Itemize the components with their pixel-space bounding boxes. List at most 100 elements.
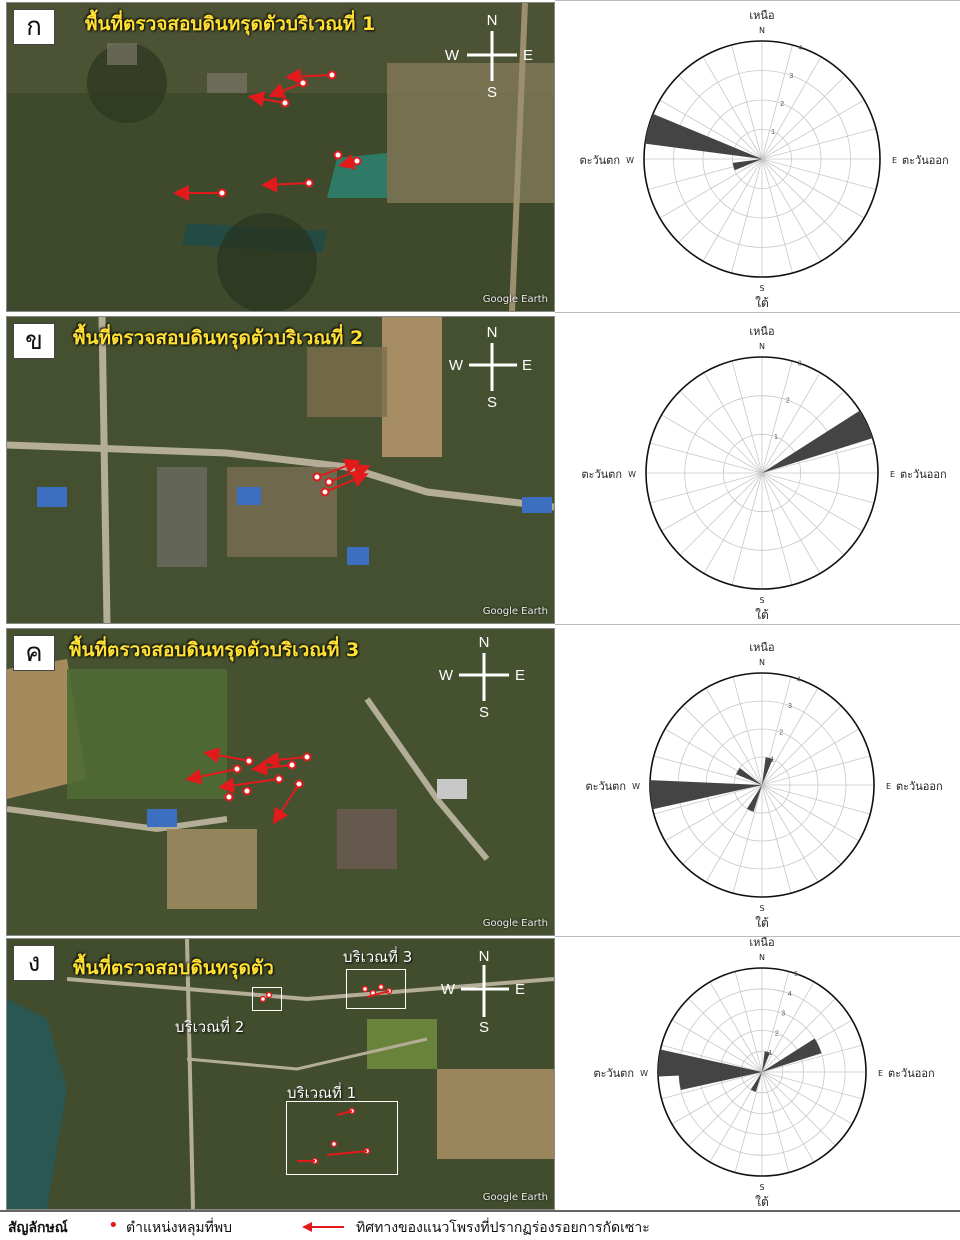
rose-svg: 1 2 3 เหนือ N S ใต้ W ตะวันตก E ตะวันออก <box>581 325 947 622</box>
rose-spoke <box>761 1071 863 1100</box>
rose-spoke <box>731 360 763 474</box>
panel-letter: ข <box>13 323 55 359</box>
rose-south-label: ใต้ <box>755 608 769 622</box>
rose-spoke <box>682 705 763 786</box>
rose-petal <box>762 1038 822 1072</box>
compass-rose-icon: N S W E <box>439 634 525 721</box>
rose-ring-label: 3 <box>798 361 802 368</box>
rose-south-abbr: S <box>759 284 764 293</box>
rose-petal <box>645 113 762 159</box>
rose-spoke <box>679 390 763 474</box>
compass-w: W <box>439 667 454 684</box>
rose-spoke <box>649 472 763 504</box>
rose-north-abbr: N <box>759 26 765 35</box>
rose-north-abbr: N <box>759 658 765 667</box>
rose-spoke <box>649 442 763 474</box>
rose-petal <box>736 767 762 785</box>
rose-ring-label: 4 <box>788 991 792 998</box>
rose-north-label: เหนือ <box>749 641 774 654</box>
panel-letter: ง <box>13 945 55 981</box>
rose-east-abbr: E <box>878 1069 883 1078</box>
rose-west-label: ตะวันตก <box>579 154 620 167</box>
rose-spoke <box>761 372 821 474</box>
rose-spoke <box>761 158 865 219</box>
rose-spoke <box>679 472 763 556</box>
area-label-2: บริเวณที่ 2 <box>175 1018 245 1036</box>
rose-spoke <box>761 472 875 504</box>
rose-east-label: ตะวันออก <box>888 1067 935 1080</box>
area-box-2 <box>252 987 282 1011</box>
rose-spoke <box>682 784 763 865</box>
compass-s: S <box>487 84 497 101</box>
rose-svg: 1 2 3 4 5 เหนือ N S ใต้ W ตะวันตก E ตะวันออก <box>593 937 935 1209</box>
compass-e: E <box>523 47 533 64</box>
rose-spoke <box>661 1044 763 1073</box>
rose-spoke <box>761 1044 863 1073</box>
rose-diagram-1: 1 2 3 4 เหนือ N S ใต้ W ตะวันตก E ตะวันออก <box>555 0 960 313</box>
legend-hole-label: ตำแหน่งหลุมที่พบ <box>126 1220 232 1236</box>
area-box-1 <box>286 1101 398 1175</box>
rose-ring-label: 2 <box>779 730 783 737</box>
rose-spoke <box>659 99 763 160</box>
rose-north-label: เหนือ <box>749 937 774 949</box>
image-credit: Google Earth <box>482 294 548 305</box>
rose-spoke <box>761 784 860 842</box>
rose-ring-label: 1 <box>771 756 775 763</box>
rose-spoke <box>761 784 871 815</box>
rose-spoke <box>761 998 836 1073</box>
rose-south-abbr: S <box>759 904 764 913</box>
rose-spoke <box>709 981 763 1073</box>
rose-spoke <box>761 1071 853 1125</box>
compass-n: N <box>479 948 490 965</box>
rose-spoke <box>761 128 877 160</box>
rose-east-abbr: E <box>890 470 895 479</box>
rose-east-abbr: E <box>886 782 891 791</box>
rose-west-abbr: W <box>626 156 634 165</box>
rose-spoke <box>761 705 842 786</box>
rose-east-label: ตะวันออก <box>900 468 947 481</box>
rose-ring-label: 1 <box>771 129 775 136</box>
rose-spoke <box>761 56 822 160</box>
hole-marker-icon: • <box>108 1215 119 1236</box>
rose-spoke <box>761 99 865 160</box>
rose-south-label: ใต้ <box>755 1195 769 1209</box>
panel-3: ค พื้นที่ตรวจสอบดินทรุดตัวบริเวณที่ 3 N … <box>0 624 960 937</box>
image-credit: Google Earth <box>482 1192 548 1203</box>
compass-n: N <box>487 324 498 341</box>
rose-spoke <box>761 360 793 474</box>
rose-outline <box>645 356 879 590</box>
rose-ring-label: 4 <box>798 45 802 52</box>
legend: สัญลักษณ์ • ตำแหน่งหลุมที่พบ ทิศทางของแน… <box>0 1210 960 1240</box>
rose-spoke <box>761 687 819 786</box>
rose-south-label: ใต้ <box>755 916 769 930</box>
rose-ring-label: 2 <box>780 101 784 108</box>
rose-spoke <box>732 784 763 894</box>
rose-north-abbr: N <box>759 953 765 962</box>
rose-spoke <box>761 472 845 556</box>
rose-spoke <box>761 784 792 894</box>
rose-spoke <box>661 1071 763 1100</box>
rose-spoke <box>761 158 793 274</box>
rose-spoke <box>761 75 846 160</box>
rose-spoke <box>761 472 793 586</box>
crack-marks-1 <box>173 68 362 201</box>
rose-spoke <box>678 158 763 243</box>
rose-spoke <box>761 158 877 190</box>
rose-ring-label: 1 <box>768 1050 772 1057</box>
arrow-icon <box>302 1222 344 1232</box>
rose-ring-label: 1 <box>774 434 778 441</box>
rose-spoke <box>761 442 875 474</box>
panel-4: ง พื้นที่ตรวจสอบดินทรุดตัว บริเวณที่ 3 บ… <box>0 936 960 1211</box>
rose-spoke <box>761 784 842 865</box>
rose-petal <box>762 410 873 473</box>
legend-heading: สัญลักษณ์ <box>8 1220 68 1236</box>
rose-spoke <box>761 44 793 160</box>
compass-n: N <box>487 12 498 29</box>
panel-title: พื้นที่ตรวจสอบดินทรุดตัว <box>73 957 274 979</box>
rose-outline <box>643 40 881 278</box>
area-label-1: บริเวณที่ 1 <box>287 1084 357 1102</box>
rose-ring-label: 3 <box>781 1011 785 1018</box>
compass-w: W <box>441 981 456 998</box>
rose-petal <box>678 1068 762 1091</box>
area-label-3: บริเวณที่ 3 <box>343 948 413 966</box>
